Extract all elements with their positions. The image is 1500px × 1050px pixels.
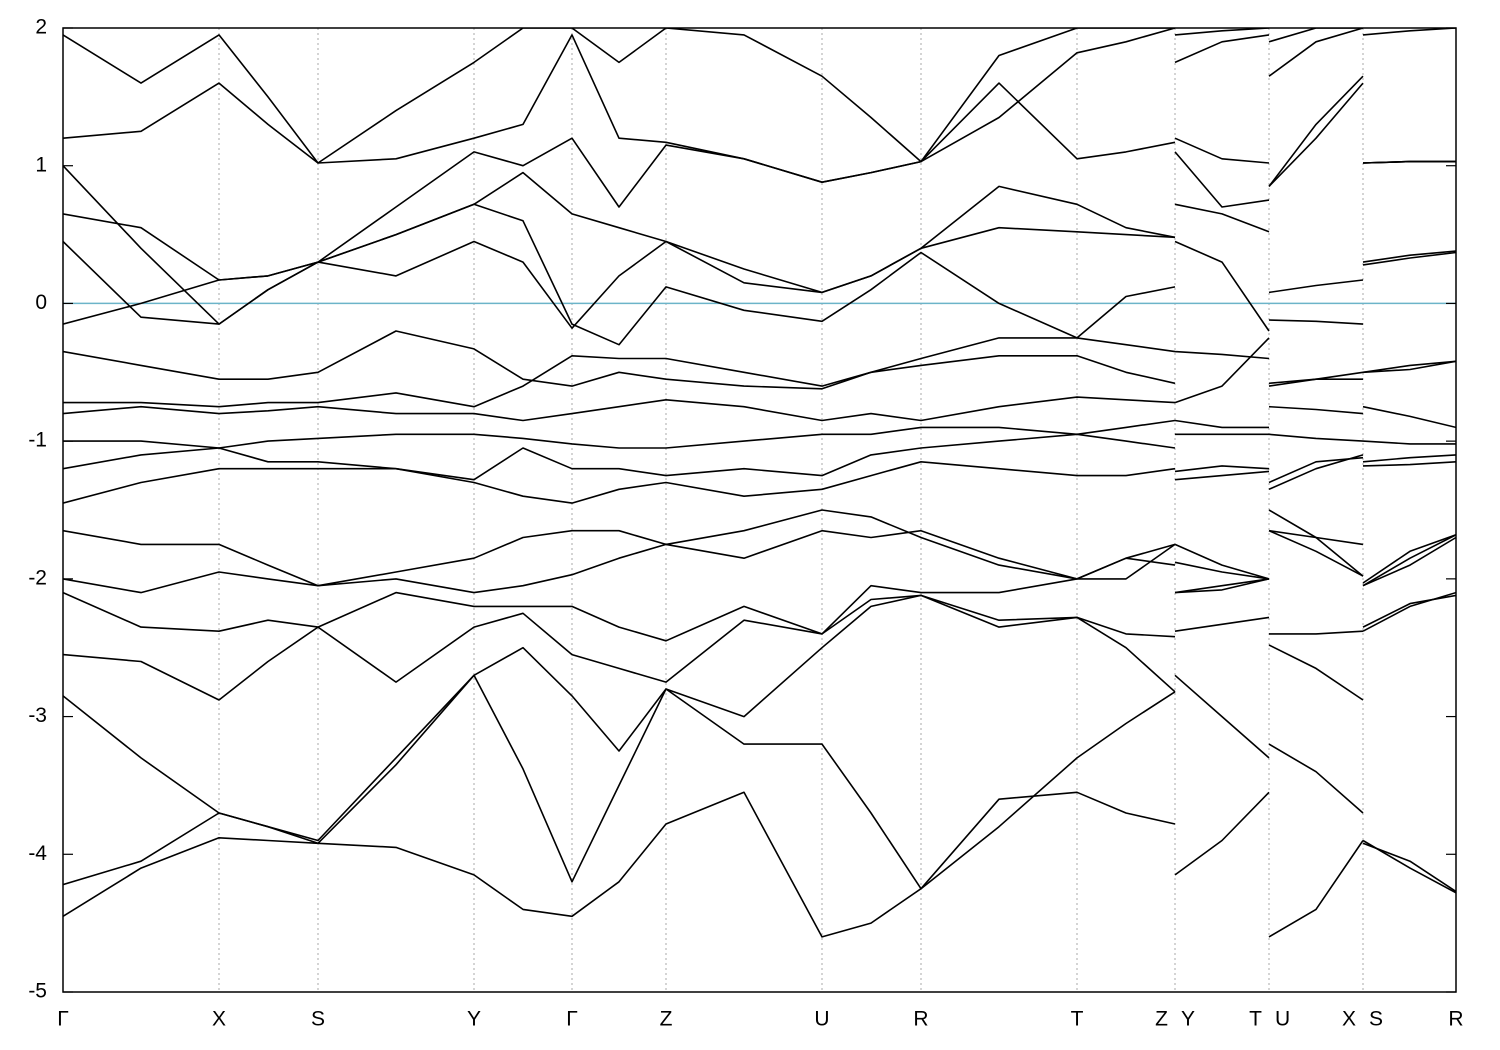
x-tick-label: Γ [57,1008,69,1031]
y-tick-label: -5 [28,980,47,1003]
band [63,28,1456,183]
bands [63,28,1456,938]
band [63,82,1456,325]
x-tick-label: S [1369,1008,1383,1031]
x-tick-label: T [1071,1008,1084,1031]
band [63,419,1456,449]
x-tick-label: Γ [566,1008,578,1031]
band [63,509,1456,594]
band [63,396,1456,429]
grid [62,28,1457,992]
y-tick-label: 0 [35,291,47,314]
x-tick-label: U [814,1008,829,1031]
y-tick-label: 2 [35,16,47,39]
band [63,591,1456,845]
band [63,185,1456,329]
y-tick-label: -1 [28,429,47,452]
x-tick-label: U [1275,1008,1290,1031]
band [63,674,1456,893]
y-tick-label: -2 [28,566,47,589]
x-tick-label: Y [467,1008,481,1031]
band [63,578,1456,701]
band [63,203,1456,346]
x-tick-label: X [212,1008,226,1031]
y-tick-label: -4 [28,842,47,865]
x-tick-label: X [1342,1008,1356,1031]
band [63,433,1456,484]
x-tick-label: Z [1155,1008,1168,1031]
band [63,337,1456,408]
x-tick-label: Y [1181,1008,1195,1031]
x-tick-label: R [913,1008,928,1031]
band [63,509,1456,594]
band [63,75,1456,294]
band [63,791,1456,938]
y-tick-label: -3 [28,704,47,727]
band [63,454,1456,504]
x-tick-label: S [311,1008,325,1031]
band [63,28,1456,164]
y-tick-label: 1 [35,153,47,176]
band [63,529,1456,642]
x-tick-label: Z [660,1008,673,1031]
x-tick-label: T [1249,1008,1262,1031]
x-tick-label: R [1448,1008,1463,1031]
band [63,330,1456,390]
plot-frame [62,27,1457,993]
